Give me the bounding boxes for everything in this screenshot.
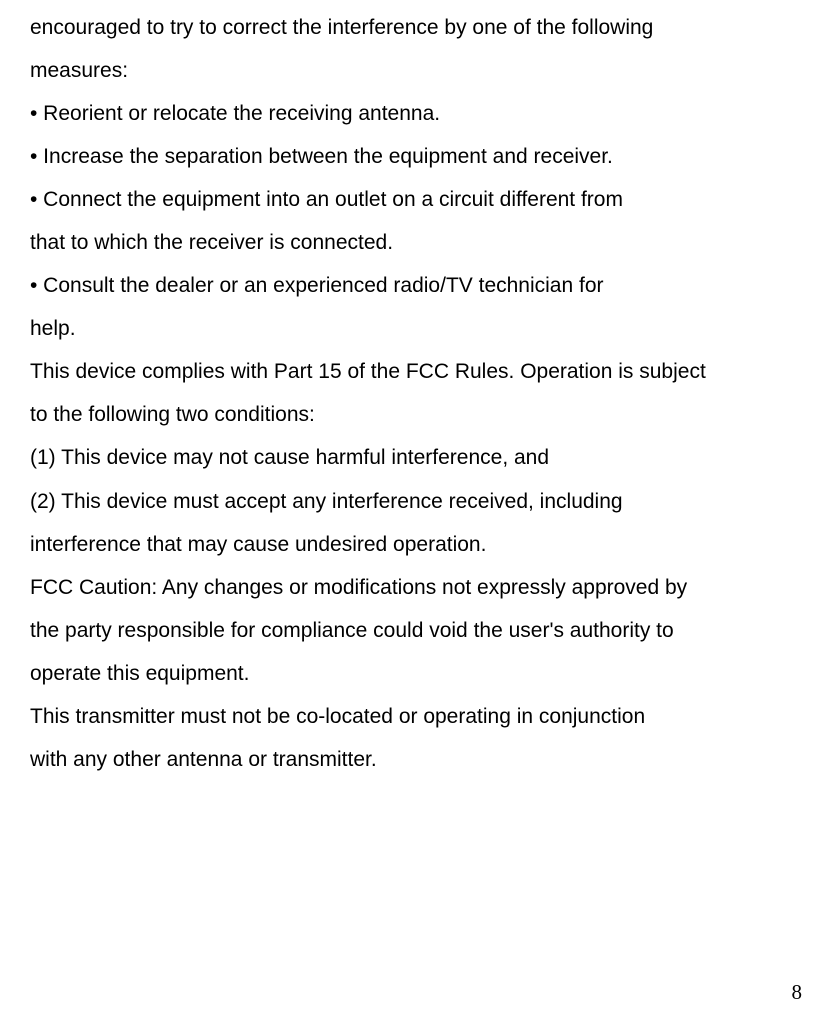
text-line: interference that may cause undesired op… <box>30 523 792 566</box>
text-line: with any other antenna or transmitter. <box>30 738 792 781</box>
text-line: to the following two conditions: <box>30 393 792 436</box>
text-line: help. <box>30 307 792 350</box>
text-line: encouraged to try to correct the interfe… <box>30 6 792 49</box>
text-line: operate this equipment. <box>30 652 792 695</box>
text-line: (2) This device must accept any interfer… <box>30 480 792 523</box>
text-line: • Reorient or relocate the receiving ant… <box>30 92 792 135</box>
text-line: (1) This device may not cause harmful in… <box>30 436 792 479</box>
text-line: This device complies with Part 15 of the… <box>30 350 792 393</box>
text-line: FCC Caution: Any changes or modification… <box>30 566 792 609</box>
text-line: • Increase the separation between the eq… <box>30 135 792 178</box>
text-line: • Connect the equipment into an outlet o… <box>30 178 792 221</box>
text-line: measures: <box>30 49 792 92</box>
text-line: that to which the receiver is connected. <box>30 221 792 264</box>
text-line: • Consult the dealer or an experienced r… <box>30 264 792 307</box>
page-number: 8 <box>792 980 803 1005</box>
document-body: encouraged to try to correct the interfe… <box>30 6 792 781</box>
text-line: This transmitter must not be co-located … <box>30 695 792 738</box>
text-line: the party responsible for compliance cou… <box>30 609 792 652</box>
